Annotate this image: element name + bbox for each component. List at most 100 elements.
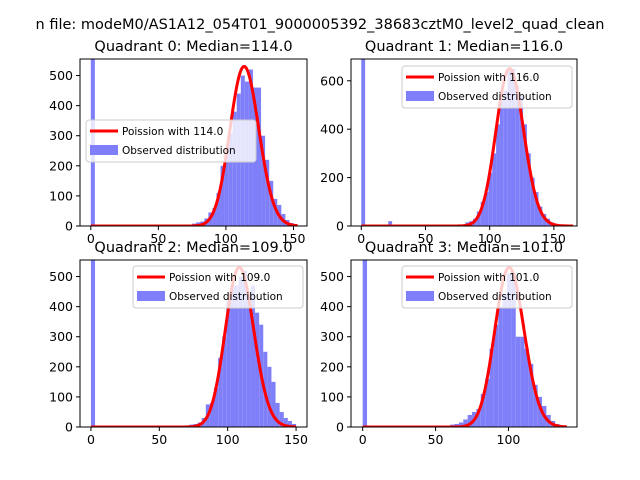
- histogram-bar: [275, 402, 280, 427]
- panel-quadrant-1: 0 50 100 150 0 200 400 600 Quadrant 1: Median=11…: [320, 39, 578, 246]
- histogram-bar: [458, 422, 464, 427]
- x-tick-label: 150: [284, 432, 308, 447]
- histogram-bar: [224, 153, 229, 226]
- legend: Poission with 101.0 Observed distribution: [401, 265, 573, 309]
- histogram-bar: [250, 285, 256, 427]
- x-tick-label: 150: [542, 231, 566, 246]
- histogram-bar: [515, 85, 520, 226]
- histogram-bar: [496, 124, 500, 226]
- panel-quadrant-2: 0 50 100 150 0 100 200 300 400 500 Quadrant 2: Med…: [49, 240, 308, 447]
- legend-label-fit: Poission with 116.0: [438, 72, 539, 84]
- histogram-bar: [246, 297, 251, 427]
- histogram-bar: [530, 177, 535, 226]
- x-tick-label: 100: [478, 231, 502, 246]
- y-tick-label: 400: [320, 299, 344, 314]
- y-tick-label: 300: [49, 329, 73, 344]
- histogram-bar: [209, 402, 215, 427]
- histogram-bar: [492, 153, 497, 226]
- y-tick-label: 0: [336, 420, 344, 435]
- histogram-bar: [488, 172, 493, 226]
- y-tick-label: 500: [49, 68, 73, 83]
- panel-quadrant-0: 0 50 100 150 0 100 200 300 400 500 Quadrant 0: Med…: [49, 39, 308, 246]
- histogram-bar: [212, 207, 217, 226]
- histogram-bar: [216, 192, 221, 226]
- y-tick-label: 200: [320, 170, 344, 185]
- histogram-bar: [534, 192, 539, 226]
- legend-box: [132, 265, 304, 309]
- legend-bar-swatch: [406, 291, 434, 301]
- axes-frame: [350, 58, 578, 227]
- histogram-bar: [257, 87, 262, 226]
- histogram-bar: [498, 306, 503, 427]
- legend: Poission with 116.0 Observed distribution: [401, 65, 573, 109]
- x-tick-label: 50: [428, 432, 444, 447]
- histogram-bar: [255, 312, 260, 427]
- histogram-bar: [507, 71, 512, 226]
- panel-quadrant-3: 0 50 100 0 100 200 300 400 500 Quadrant 3: Median…: [320, 240, 578, 447]
- x-tick-label: 50: [418, 231, 434, 246]
- plot-area: [361, 59, 574, 226]
- histogram-bar: [537, 396, 543, 427]
- histogram-bar: [499, 100, 504, 226]
- x-tick-label: 0: [357, 231, 365, 246]
- legend-bar-swatch: [90, 145, 118, 155]
- histogram-bar: [515, 336, 521, 427]
- histogram-bar: [463, 419, 468, 427]
- histogram-bar: [362, 260, 368, 427]
- axes-frame: [350, 259, 578, 428]
- y-tick-label: 300: [320, 329, 344, 344]
- y-tick-label: 300: [49, 128, 73, 143]
- legend-label-fit: Poission with 101.0: [438, 272, 539, 284]
- legend-label-observed: Observed distribution: [438, 91, 552, 103]
- histogram-bar: [519, 95, 524, 226]
- histogram-bar: [493, 324, 499, 427]
- y-tick-label: 200: [49, 158, 73, 173]
- histogram-bar: [538, 206, 543, 226]
- panel-title: Quadrant 3: Median=101.0: [365, 240, 563, 256]
- y-tick-label: 0: [65, 219, 73, 234]
- legend-label-observed: Observed distribution: [122, 145, 236, 157]
- histogram-bar: [511, 68, 516, 226]
- x-tick-label: 0: [359, 432, 367, 447]
- legend: Poission with 109.0 Observed distribution: [132, 265, 304, 309]
- y-tick-label: 0: [336, 219, 344, 234]
- histogram-bar: [220, 165, 225, 226]
- poisson-fit-line: [362, 266, 567, 427]
- histogram-bar: [226, 300, 231, 427]
- legend-bar-swatch: [406, 91, 434, 101]
- histogram-bar: [228, 132, 233, 226]
- panel-title: Quadrant 1: Median=116.0: [365, 39, 563, 55]
- histogram-bar: [361, 59, 366, 226]
- histogram-bar: [230, 285, 235, 427]
- histogram-bar: [523, 124, 527, 226]
- histogram-bar: [520, 336, 525, 427]
- histogram-bar: [528, 363, 534, 427]
- x-tick-label: 100: [497, 432, 521, 447]
- histogram-bar: [234, 285, 239, 427]
- x-tick-label: 150: [282, 231, 306, 246]
- histogram-bar: [283, 417, 288, 427]
- y-tick-label: 100: [320, 389, 344, 404]
- y-tick-label: 400: [49, 98, 73, 113]
- legend-label-observed: Observed distribution: [438, 291, 552, 303]
- histogram-bar: [279, 411, 284, 427]
- histogram-bar: [222, 336, 227, 427]
- y-tick-label: 0: [65, 420, 73, 435]
- histogram-bar: [476, 408, 481, 427]
- y-tick-label: 200: [49, 359, 73, 374]
- histogram-bar: [269, 180, 274, 226]
- y-tick-label: 500: [49, 269, 73, 284]
- legend-bar-swatch: [137, 291, 165, 301]
- histogram-bar: [265, 159, 270, 226]
- histogram-bar: [503, 90, 508, 226]
- histogram-bar: [242, 270, 247, 427]
- y-tick-label: 500: [320, 269, 344, 284]
- histogram-bar: [261, 135, 266, 226]
- histogram-bar: [467, 414, 473, 427]
- poisson-fit-line: [361, 67, 574, 226]
- histogram-bar: [90, 260, 96, 427]
- legend-box: [401, 65, 573, 109]
- histogram-bar: [267, 366, 272, 427]
- histogram-bar: [218, 357, 223, 427]
- plot-area: [362, 260, 567, 427]
